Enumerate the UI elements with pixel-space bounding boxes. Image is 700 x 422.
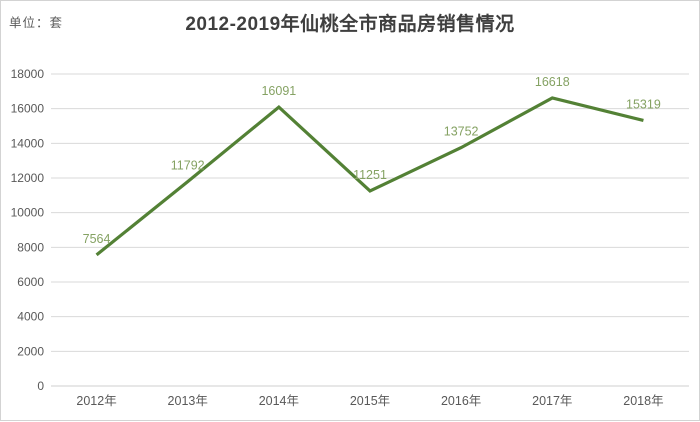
chart-title: 2012-2019年仙桃全市商品房销售情况 (185, 14, 515, 35)
y-tick-label: 14000 (11, 136, 45, 150)
unit-label: 单位：套 (9, 16, 64, 30)
y-tick-label: 4000 (17, 310, 44, 324)
series-line (95, 96, 644, 257)
x-tick-label: 2012年 (76, 394, 116, 408)
x-tick-label: 2018年 (623, 394, 663, 408)
data-label: 13752 (444, 125, 479, 139)
y-tick-label: 16000 (11, 102, 45, 116)
data-label: 16618 (535, 75, 570, 89)
x-tick-label: 2017年 (532, 394, 572, 408)
y-tick-label: 6000 (17, 275, 44, 289)
y-tick-label: 18000 (11, 67, 45, 81)
x-tick-label: 2014年 (259, 394, 299, 408)
data-label: 11792 (171, 159, 205, 173)
y-tick-label: 0 (37, 379, 44, 393)
data-label: 11251 (353, 168, 387, 182)
data-label: 7564 (83, 232, 111, 246)
data-label: 15319 (626, 97, 661, 111)
x-tick-label: 2015年 (350, 394, 390, 408)
x-tick-label: 2013年 (168, 394, 208, 408)
y-tick-label: 2000 (17, 344, 44, 358)
y-tick-label: 8000 (17, 240, 44, 254)
y-tick-label: 10000 (11, 206, 45, 220)
x-tick-label: 2016年 (441, 394, 481, 408)
y-tick-label: 12000 (11, 171, 45, 185)
data-label: 16091 (261, 84, 296, 98)
